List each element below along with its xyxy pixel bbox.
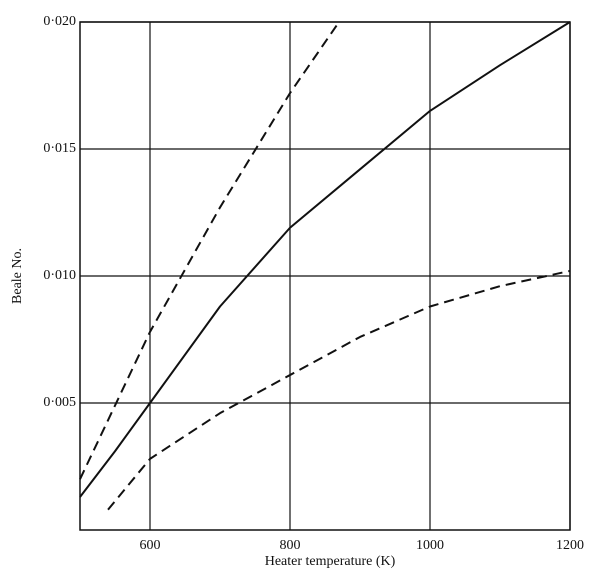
- x-tick-label: 600: [140, 538, 161, 553]
- x-tick-label: 800: [280, 538, 301, 553]
- y-tick-label: 0·015: [43, 141, 76, 156]
- y-axis-label: Beale No.: [10, 248, 25, 304]
- y-tick-label: 0·020: [43, 14, 76, 29]
- y-tick-label: 0·005: [43, 395, 76, 410]
- line-series: [108, 271, 570, 510]
- x-tick-label: 1200: [556, 538, 584, 553]
- x-tick-label: 1000: [416, 538, 444, 553]
- line-series: [80, 22, 570, 497]
- line-series: [80, 22, 339, 479]
- chart: Heater temperature (K) Beale No. 0·005 0·…: [0, 0, 594, 572]
- y-tick-label: 0·010: [43, 268, 76, 283]
- x-axis-label: Heater temperature (K): [265, 554, 396, 569]
